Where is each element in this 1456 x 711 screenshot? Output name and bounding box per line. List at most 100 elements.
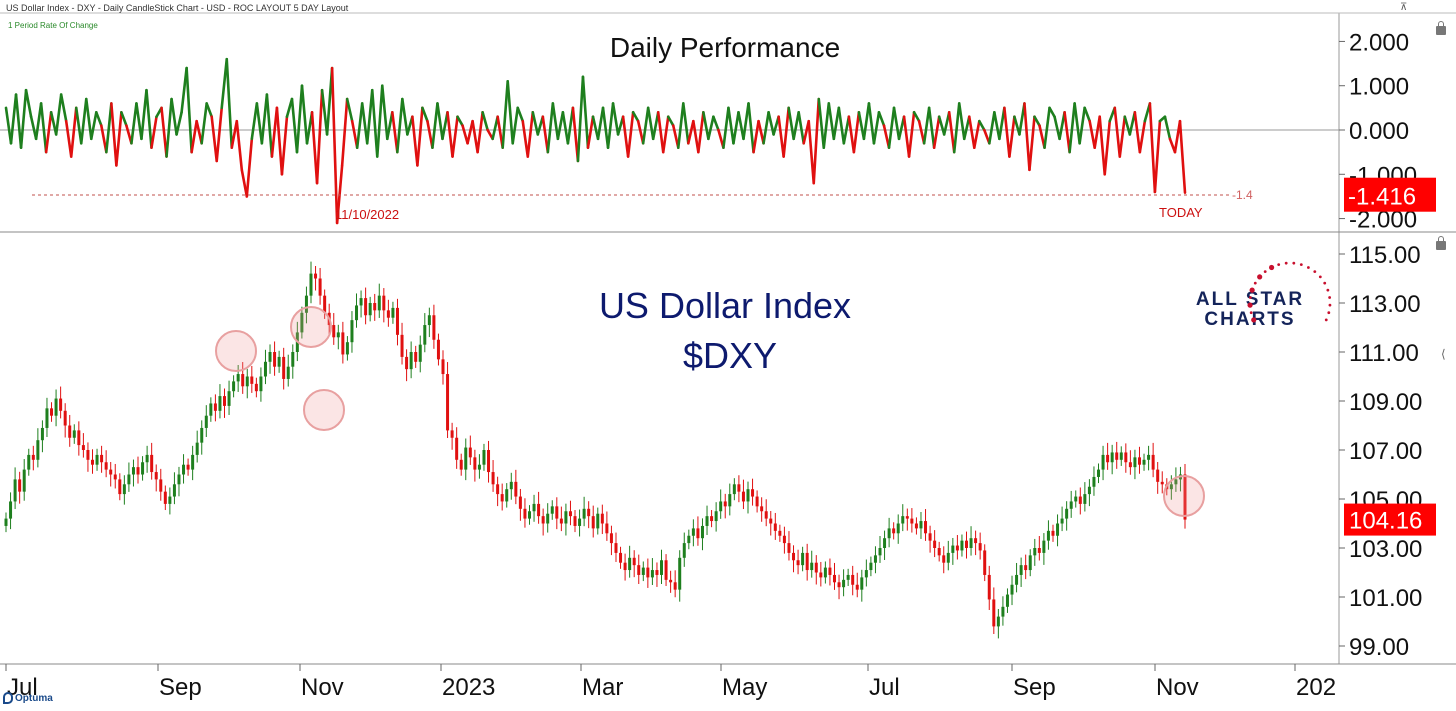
candle-body	[177, 474, 181, 485]
roc-segment	[320, 88, 329, 136]
roc-segment	[917, 119, 926, 145]
roc-segment	[1153, 119, 1162, 194]
candle-body	[395, 307, 399, 335]
logo-star-dot	[1251, 317, 1257, 323]
candle-body	[27, 454, 31, 470]
roc-segment	[546, 102, 555, 154]
candle-body	[491, 472, 495, 485]
roc-segment	[426, 119, 434, 150]
roc-segment	[115, 110, 123, 167]
candle-body	[150, 454, 154, 473]
roc-segment	[84, 97, 93, 141]
roc-segment	[902, 115, 911, 158]
roc-segment	[185, 66, 193, 154]
roc-segment	[732, 110, 740, 145]
roc-segment	[1118, 115, 1127, 158]
candle-body	[996, 616, 1000, 627]
all-star-charts-logo: ALL STAR CHARTS	[1196, 261, 1332, 330]
candle-body	[427, 315, 431, 326]
roc-segment	[621, 115, 630, 158]
candle-body	[710, 516, 714, 522]
collapse-arrow-icon[interactable]: ⟨	[1441, 347, 1446, 361]
roc-segment	[466, 119, 474, 145]
roc-segment	[235, 119, 244, 172]
candle-body	[746, 489, 750, 502]
candle-body	[304, 295, 308, 313]
candle-body	[418, 344, 422, 362]
roc-segment	[661, 115, 670, 154]
roc-segment	[626, 110, 635, 158]
roc-segment	[441, 110, 449, 141]
candle-body	[682, 543, 686, 558]
roc-last-value-label: -1.416	[1348, 184, 1416, 211]
candle-body	[118, 479, 122, 495]
candle-body	[1037, 548, 1041, 553]
candle-body	[1069, 501, 1073, 509]
roc-segment	[962, 115, 971, 141]
roc-segment	[135, 102, 143, 141]
roc-segment	[190, 119, 198, 154]
lock-icon[interactable]	[1436, 236, 1446, 250]
roc-segment	[130, 102, 138, 145]
candle-body	[641, 567, 645, 575]
dxy-ytick-label: 103.00	[1349, 536, 1422, 563]
roc-reference-label: -1.4	[1232, 188, 1253, 202]
roc-segment	[290, 97, 299, 154]
roc-segment	[687, 119, 695, 145]
candle-body	[705, 516, 709, 526]
candle-body	[464, 447, 468, 470]
candle-body	[700, 525, 704, 539]
candle-body	[619, 552, 623, 563]
candle-body	[664, 560, 668, 580]
candle-body	[131, 467, 135, 475]
candle-body	[933, 540, 937, 548]
candle-body	[36, 440, 40, 460]
lock-icon[interactable]	[1436, 21, 1446, 35]
candle-body	[245, 376, 249, 387]
candle-body	[846, 574, 850, 580]
xtick-label: Mar	[582, 674, 623, 701]
candle-body	[1015, 574, 1019, 585]
roc-segment	[681, 102, 690, 145]
roc-segment	[34, 102, 43, 141]
roc-title: Daily Performance	[610, 32, 840, 63]
roc-segment	[1063, 110, 1071, 154]
candle-body	[382, 295, 386, 311]
logo-star-dot	[1328, 296, 1332, 299]
roc-segment	[837, 106, 846, 145]
logo-star-dot	[1247, 302, 1253, 308]
candle-body	[1142, 459, 1146, 465]
roc-segment	[742, 102, 750, 141]
candle-body	[796, 560, 800, 566]
dxy-ytick-label: 101.00	[1349, 585, 1422, 612]
candle-body	[1074, 496, 1078, 502]
candle-body	[223, 396, 227, 406]
candle-body	[596, 513, 600, 529]
candle-body	[1110, 452, 1114, 463]
candle-body	[90, 459, 94, 465]
roc-segment	[140, 88, 148, 141]
candle-body	[259, 376, 263, 392]
candle-body	[136, 467, 140, 475]
roc-segment	[932, 115, 941, 150]
roc-segment	[581, 75, 590, 150]
candle-body	[992, 599, 996, 627]
candle-body	[855, 584, 859, 590]
candle-body	[104, 462, 108, 470]
candle-body	[263, 361, 267, 377]
roc-segment	[852, 110, 861, 154]
roc-segment	[375, 84, 384, 158]
roc-segment	[576, 75, 585, 163]
logo-star-dot	[1323, 281, 1327, 285]
candle-body	[386, 310, 390, 318]
candle-body	[1106, 454, 1110, 463]
candle-body	[1156, 469, 1160, 482]
roc-segment	[1073, 102, 1081, 145]
candle-body	[509, 481, 513, 490]
xtick-label: 202	[1296, 674, 1336, 701]
candle-body	[163, 491, 167, 504]
candle-body	[541, 516, 545, 524]
roc-segment	[867, 102, 876, 145]
pin-icon[interactable]: ⊼	[1400, 2, 1408, 13]
roc-segment	[275, 106, 284, 176]
